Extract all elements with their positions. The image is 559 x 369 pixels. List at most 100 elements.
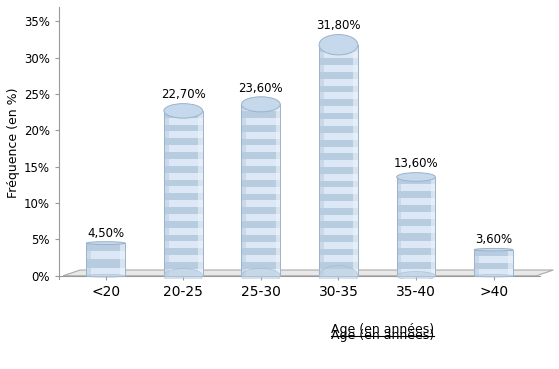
Bar xyxy=(397,269,435,276)
Bar xyxy=(164,111,203,118)
Ellipse shape xyxy=(164,104,203,118)
Bar xyxy=(319,181,358,187)
Bar xyxy=(319,120,358,126)
Bar xyxy=(397,177,401,276)
Bar xyxy=(397,191,435,198)
Bar xyxy=(397,177,435,184)
Bar xyxy=(241,221,280,228)
Bar xyxy=(397,198,435,205)
Bar xyxy=(86,243,91,276)
Bar xyxy=(431,177,435,276)
Bar xyxy=(241,111,280,118)
Bar xyxy=(397,219,435,227)
Bar xyxy=(164,228,203,235)
Ellipse shape xyxy=(164,269,203,283)
Bar xyxy=(241,255,280,262)
Bar xyxy=(319,235,358,242)
Bar xyxy=(397,227,435,234)
Bar xyxy=(164,111,203,276)
Bar xyxy=(241,173,280,180)
Bar xyxy=(164,214,203,221)
Text: 4,50%: 4,50% xyxy=(87,227,124,239)
Bar xyxy=(241,228,280,235)
Bar xyxy=(164,152,203,159)
Bar xyxy=(319,133,358,140)
Bar xyxy=(319,45,358,276)
Bar xyxy=(120,243,125,276)
Bar xyxy=(164,262,203,269)
Bar xyxy=(241,104,280,276)
Ellipse shape xyxy=(319,266,358,286)
Bar xyxy=(241,159,280,166)
Bar xyxy=(474,269,513,276)
Ellipse shape xyxy=(397,173,435,181)
Bar xyxy=(164,221,203,228)
Bar xyxy=(86,243,125,276)
Bar xyxy=(319,174,358,181)
Ellipse shape xyxy=(474,248,513,251)
Bar xyxy=(319,269,358,276)
Bar xyxy=(474,256,513,263)
Bar xyxy=(241,187,280,193)
Bar xyxy=(319,86,358,92)
Bar xyxy=(397,262,435,269)
Bar xyxy=(241,104,280,111)
Bar xyxy=(397,248,435,255)
Bar xyxy=(319,208,358,215)
Bar xyxy=(164,180,203,186)
Bar xyxy=(319,228,358,235)
Bar xyxy=(241,235,280,242)
Bar xyxy=(319,167,358,174)
Bar xyxy=(319,45,358,52)
Polygon shape xyxy=(63,270,553,276)
Bar xyxy=(241,200,280,207)
Bar xyxy=(319,201,358,208)
Text: 31,80%: 31,80% xyxy=(316,20,361,32)
Bar xyxy=(241,269,280,276)
Bar xyxy=(241,125,280,132)
Bar xyxy=(319,99,358,106)
Bar xyxy=(241,193,280,200)
Bar xyxy=(319,72,358,79)
Bar xyxy=(241,180,280,187)
Bar xyxy=(86,243,125,251)
Bar xyxy=(164,125,203,131)
Bar xyxy=(319,45,324,276)
Bar xyxy=(319,249,358,255)
Bar xyxy=(241,139,280,145)
Bar xyxy=(319,65,358,72)
Bar xyxy=(164,241,203,248)
Bar xyxy=(241,166,280,173)
Bar xyxy=(164,111,168,276)
Bar xyxy=(164,269,203,276)
Bar xyxy=(319,106,358,113)
Bar xyxy=(241,145,280,152)
Bar xyxy=(241,118,280,125)
Ellipse shape xyxy=(397,272,435,280)
Bar xyxy=(241,262,280,269)
Bar xyxy=(164,207,203,214)
Bar xyxy=(86,259,125,268)
Bar xyxy=(164,186,203,193)
Y-axis label: Fréquence (en %): Fréquence (en %) xyxy=(7,88,20,199)
Bar xyxy=(164,145,203,152)
Bar xyxy=(397,234,435,241)
Ellipse shape xyxy=(319,35,358,55)
Bar xyxy=(474,263,513,269)
Bar xyxy=(474,250,479,276)
Bar xyxy=(164,193,203,200)
Bar xyxy=(164,166,203,173)
Bar xyxy=(319,221,358,228)
Bar xyxy=(353,45,358,276)
Bar xyxy=(164,255,203,262)
Bar xyxy=(164,138,203,145)
Bar xyxy=(397,205,435,212)
Ellipse shape xyxy=(241,268,280,283)
Bar xyxy=(397,184,435,191)
Bar xyxy=(397,212,435,219)
Text: 23,60%: 23,60% xyxy=(239,82,283,94)
Bar xyxy=(86,268,125,276)
Bar xyxy=(319,187,358,194)
Bar xyxy=(241,152,280,159)
Bar xyxy=(319,255,358,262)
